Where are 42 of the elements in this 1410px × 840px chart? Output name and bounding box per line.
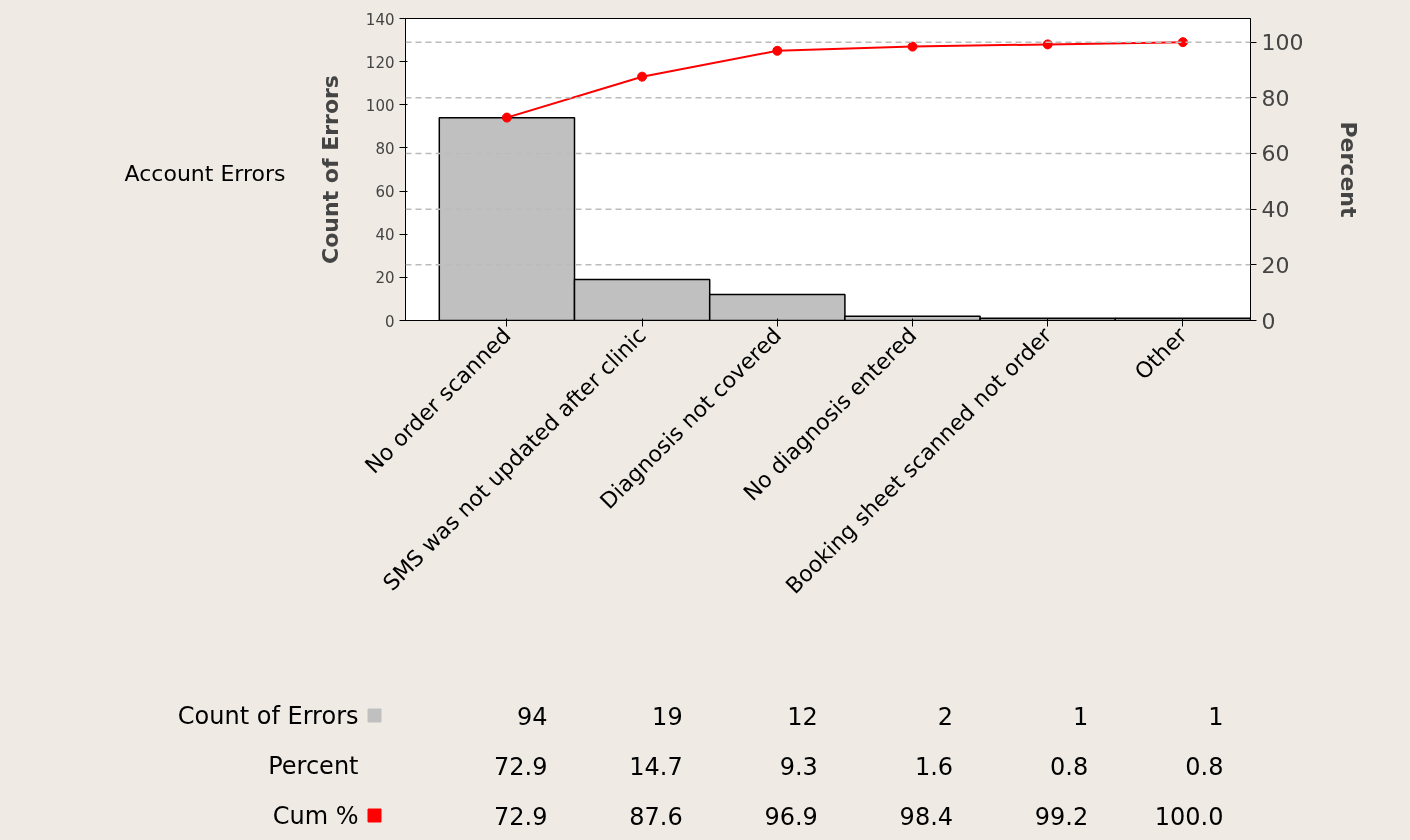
y2-tick-label: 0 bbox=[1261, 308, 1276, 334]
y2-tick-label: 20 bbox=[1261, 252, 1290, 278]
y-tick-label: 20 bbox=[375, 269, 395, 288]
data-label: 94 bbox=[516, 702, 548, 731]
legend-label: Count of Errors bbox=[177, 701, 359, 730]
data-label: 1 bbox=[1072, 702, 1089, 731]
text: 14.7 bbox=[629, 752, 683, 781]
data-label: 99.2 bbox=[1034, 802, 1089, 831]
text: Percent bbox=[268, 751, 359, 780]
data-label: 87.6 bbox=[629, 802, 683, 831]
data-label: 100.0 bbox=[1154, 802, 1224, 831]
data-label: 96.9 bbox=[764, 802, 818, 831]
y2-tick-label: 100 bbox=[1261, 30, 1304, 56]
y-tick-label: 60 bbox=[375, 183, 395, 202]
data-label: 2 bbox=[937, 702, 954, 731]
y-tick-label: 120 bbox=[365, 53, 395, 72]
data-label: 19 bbox=[652, 702, 683, 731]
text: 1.6 bbox=[914, 752, 954, 781]
text: 72.9 bbox=[494, 752, 548, 781]
data-label: 1 bbox=[1208, 702, 1224, 731]
y-tick-label: 140 bbox=[365, 10, 395, 29]
y-axis-title: Count of Errors bbox=[317, 75, 343, 264]
y-tick-label: 80 bbox=[375, 139, 395, 158]
point bbox=[772, 45, 783, 56]
y2-axis-title: Percent bbox=[1336, 121, 1362, 218]
point bbox=[637, 71, 648, 82]
y2-tick-label: 40 bbox=[1261, 197, 1290, 223]
data-label: 72.9 bbox=[494, 802, 548, 831]
text: 0.8 bbox=[1050, 752, 1089, 781]
point bbox=[501, 112, 512, 123]
data-label: 12 bbox=[787, 702, 818, 731]
x-axis-title: Account Errors bbox=[124, 161, 286, 187]
y2-tick-label: 60 bbox=[1261, 141, 1290, 167]
y-tick-label: 0 bbox=[384, 312, 395, 331]
y2-tick-label: 80 bbox=[1261, 85, 1290, 111]
text: 0.8 bbox=[1185, 752, 1224, 781]
point bbox=[907, 41, 918, 52]
legend-label: Cum % bbox=[272, 801, 359, 830]
y-tick-label: 40 bbox=[375, 226, 395, 245]
text: 9.3 bbox=[779, 752, 818, 781]
y-tick-label: 100 bbox=[365, 96, 395, 115]
data-label: 98.4 bbox=[899, 802, 954, 831]
